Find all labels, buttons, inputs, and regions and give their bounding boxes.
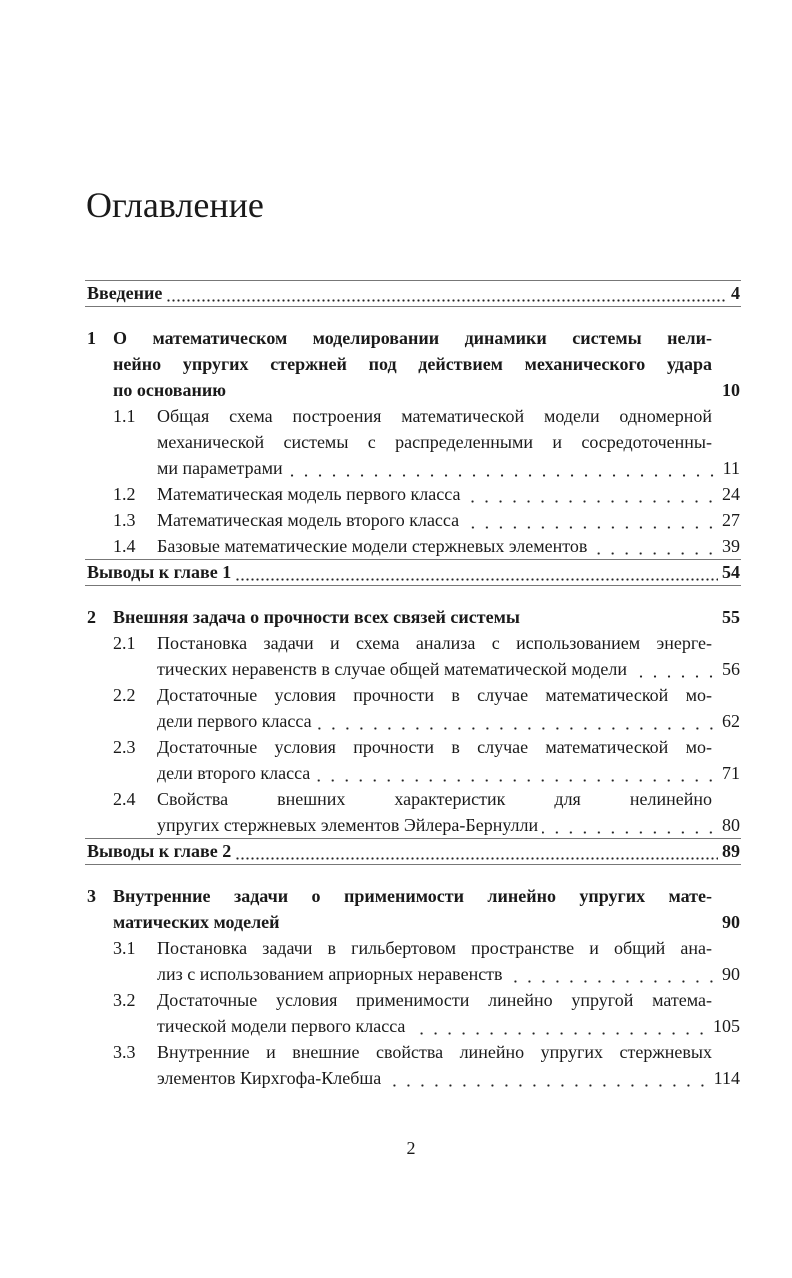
leader	[409, 1013, 709, 1039]
section-number: 3.2	[113, 990, 136, 1010]
page-ref: 105	[713, 1016, 740, 1036]
leader	[385, 1065, 710, 1091]
entry-line: Внутренние задачи о применимости линейно…	[113, 886, 712, 906]
page-ref: 90	[722, 964, 740, 984]
page-ref: 54	[722, 562, 740, 582]
entry-line: Постановка задачи и схема анализа с испо…	[157, 633, 712, 653]
section-number: 1.2	[113, 484, 136, 504]
toc-row: по основанию 10	[113, 377, 740, 403]
page-ref: 10	[722, 380, 740, 400]
entry-text: матических моделей	[113, 912, 280, 932]
entry-text: Выводы к главе 2	[87, 841, 232, 861]
entry-text: Математическая модель первого класса	[157, 484, 461, 504]
toc-row: тических неравенств в случае общей матем…	[157, 656, 740, 682]
entry-line: Постановка задачи в гильбертовом простра…	[157, 938, 712, 958]
entry-text: ми параметрами	[157, 458, 283, 478]
entry-text: Выводы к главе 1	[87, 562, 232, 582]
rule	[85, 864, 741, 865]
page-ref: 56	[722, 659, 740, 679]
entry-line: нейно упругих стержней под действием мех…	[113, 354, 712, 374]
entry-text: тических неравенств в случае общей матем…	[157, 659, 627, 679]
entry-line: Достаточные условия прочности в случае м…	[157, 737, 712, 757]
section-number: 2.3	[113, 737, 136, 757]
toc-row: Выводы к главе 1 54	[87, 559, 740, 585]
entry-line: Свойства внешних характеристик для нелин…	[157, 789, 712, 809]
toc-row: тической модели первого класса 105	[157, 1013, 740, 1039]
entry-text: элементов Кирхгофа-Клебша	[157, 1068, 382, 1088]
entry-line: Внутренние и внешние свойства линейно уп…	[157, 1042, 712, 1062]
section-number: 2.4	[113, 789, 136, 809]
chapter-number: 2	[87, 607, 96, 627]
section-number: 1.4	[113, 536, 136, 556]
leader	[542, 812, 718, 838]
entry-text: тической модели первого класса	[157, 1016, 406, 1036]
entry-line: Достаточные условия прочности в случае м…	[157, 685, 712, 705]
entry-line: О математическом моделировании динамики …	[113, 328, 712, 348]
toc-row: Математическая модель второго класса 27	[157, 507, 740, 533]
section-number: 1.3	[113, 510, 136, 530]
leader	[315, 708, 718, 734]
leader	[314, 760, 718, 786]
leader	[235, 838, 718, 864]
section-number: 3.3	[113, 1042, 136, 1062]
entry-line: Достаточные условия применимости линейно…	[157, 990, 712, 1010]
page-ref: 55	[722, 607, 740, 627]
entry-text: Введение	[87, 283, 163, 303]
toc-row: упругих стержневых элементов Эйлера-Берн…	[157, 812, 740, 838]
toc-row: Выводы к главе 2 89	[87, 838, 740, 864]
leader	[506, 961, 718, 987]
section-number: 1.1	[113, 406, 136, 426]
page-ref: 11	[722, 458, 740, 478]
entry-text: Базовые математические модели стержневых…	[157, 536, 588, 556]
toc-row: дели первого класса 62	[157, 708, 740, 734]
page-ref: 90	[722, 912, 740, 932]
page-ref: 114	[713, 1068, 740, 1088]
toc-row: матических моделей 90	[113, 909, 740, 935]
leader	[463, 507, 718, 533]
page-ref: 89	[722, 841, 740, 861]
section-number: 2.1	[113, 633, 136, 653]
page-ref: 4	[731, 283, 740, 303]
entry-text: дели первого класса	[157, 711, 312, 731]
toc-title: Оглавление	[86, 185, 264, 225]
page-number: 2	[406, 1138, 416, 1158]
page-ref: 80	[722, 815, 740, 835]
rule	[85, 585, 741, 586]
toc-row: Базовые математические модели стержневых…	[157, 533, 740, 559]
entry-text: Математическая модель второго класса	[157, 510, 460, 530]
toc-row: ми параметрами 11	[157, 455, 740, 481]
toc-row: Внешняя задача о прочности всех связей с…	[113, 604, 740, 630]
leader	[464, 481, 718, 507]
toc-row: Введение 4	[87, 280, 740, 306]
page-ref: 62	[722, 711, 740, 731]
entry-text: лиз с использованием априорных неравенст…	[157, 964, 503, 984]
leader	[631, 656, 718, 682]
entry-text: дели второго класса	[157, 763, 311, 783]
toc-row: дели второго класса 71	[157, 760, 740, 786]
page-ref: 39	[722, 536, 740, 556]
entry-text: упругих стержневых элементов Эйлера-Берн…	[157, 815, 539, 835]
leader	[166, 280, 727, 306]
toc-row: элементов Кирхгофа-Клебша 114	[157, 1065, 740, 1091]
entry-line: механической системы с распределенными и…	[157, 432, 712, 452]
entry-text: по основанию	[113, 380, 227, 400]
chapter-number: 3	[87, 886, 96, 906]
toc-row: Математическая модель первого класса 24	[157, 481, 740, 507]
page-ref: 71	[722, 763, 740, 783]
toc-row: лиз с использованием априорных неравенст…	[157, 961, 740, 987]
entry-text: Внешняя задача о прочности всех связей с…	[113, 607, 520, 627]
page-ref: 24	[722, 484, 740, 504]
section-number: 3.1	[113, 938, 136, 958]
rule	[85, 306, 741, 307]
leader	[591, 533, 718, 559]
page-ref: 27	[722, 510, 740, 530]
chapter-number: 1	[87, 328, 96, 348]
leader	[235, 559, 718, 585]
section-number: 2.2	[113, 685, 136, 705]
leader	[286, 455, 719, 481]
entry-line: Общая схема построения математической мо…	[157, 406, 712, 426]
